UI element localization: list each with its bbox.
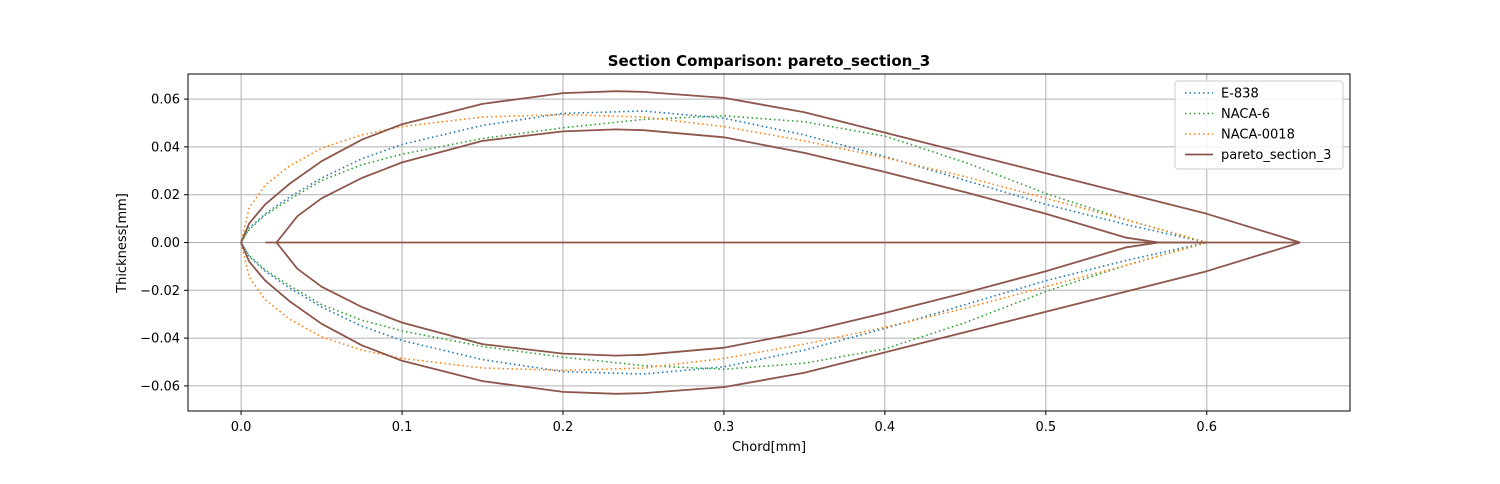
y-axis-label: Thickness[mm] xyxy=(115,193,130,294)
x-tick-label: 0.6 xyxy=(1196,420,1217,435)
series-line-pareto-section-3 xyxy=(240,90,1301,395)
legend-label: E-838 xyxy=(1221,87,1259,102)
x-tick-label: 0.2 xyxy=(553,420,574,435)
y-tick-label: −0.04 xyxy=(140,332,180,347)
x-tick-label: 0.1 xyxy=(392,420,413,435)
y-tick-label: 0.06 xyxy=(151,93,180,108)
y-tick-label: 0.00 xyxy=(151,236,180,251)
ticks: 0.0 0.1 0.2 0.3 0.4 0.5 0.6 −0.06 −0.04 −0.02 0.00… xyxy=(140,93,1217,435)
x-tick-label: 0.0 xyxy=(231,420,252,435)
legend: E-838 NACA-6 NACA-0018 pareto_section_3 xyxy=(1174,80,1344,170)
chart-title: Section Comparison: pareto_section_3 xyxy=(608,52,931,70)
y-tick-label: −0.06 xyxy=(140,379,180,394)
series-layer xyxy=(240,90,1301,395)
x-tick-label: 0.4 xyxy=(875,420,896,435)
y-tick-label: −0.02 xyxy=(140,284,180,299)
y-tick-label: 0.02 xyxy=(151,188,180,203)
x-tick-label: 0.5 xyxy=(1035,420,1056,435)
legend-label: NACA-6 xyxy=(1221,107,1270,122)
series-line-naca-6 xyxy=(240,115,1208,371)
legend-label: pareto_section_3 xyxy=(1221,148,1331,163)
series-line-naca-0018 xyxy=(240,113,1208,372)
x-tick-label: 0.3 xyxy=(714,420,735,435)
y-tick-label: 0.04 xyxy=(151,140,180,155)
legend-label: NACA-0018 xyxy=(1221,128,1295,143)
legend-box xyxy=(1174,80,1344,170)
x-axis-label: Chord[mm] xyxy=(732,440,806,455)
